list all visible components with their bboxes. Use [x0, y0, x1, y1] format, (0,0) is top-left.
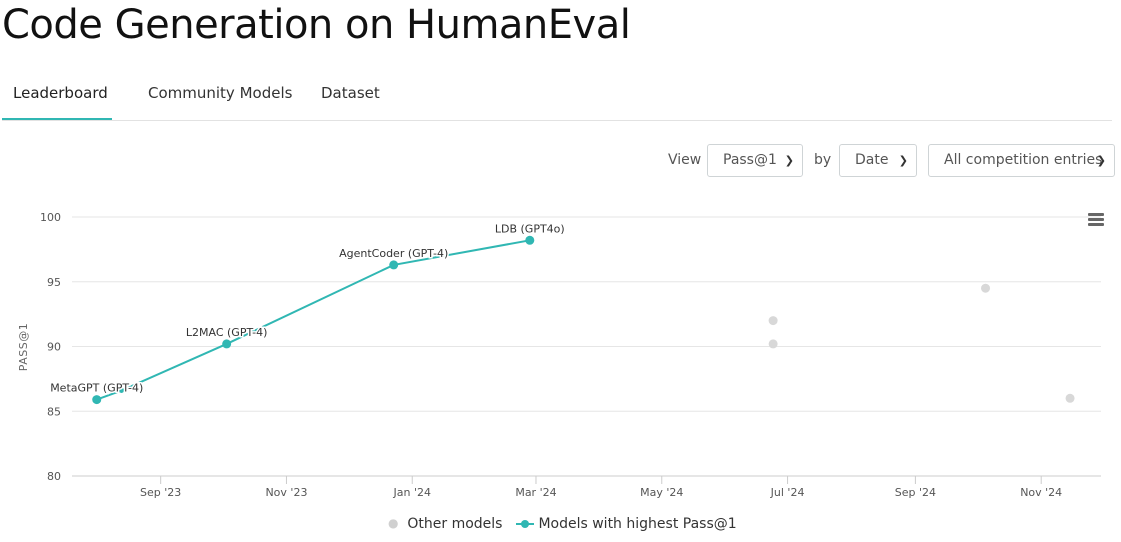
active-tab-indicator — [2, 118, 112, 120]
sort-select[interactable]: Date ❯ — [839, 144, 917, 177]
legend-label: Models with highest Pass@1 — [538, 516, 737, 532]
entries-filter-select[interactable]: All competition entries ❯ — [928, 144, 1115, 177]
x-tick-label: Nov '23 — [265, 486, 307, 499]
data-labels: MetaGPT (GPT-4) L2MAC (GPT-4) AgentCoder (… — [49, 221, 567, 396]
data-point — [118, 388, 124, 394]
x-axis-ticks: Sep '23 Nov '23 Jan '24 Mar '24 May '24 Jul '… — [140, 476, 1062, 499]
tab-dataset[interactable]: Dataset — [321, 84, 380, 102]
y-tick-label: 85 — [47, 405, 61, 418]
tab-community-models[interactable]: Community Models — [148, 84, 293, 102]
tab-leaderboard[interactable]: Leaderboard — [13, 84, 108, 102]
data-point — [525, 235, 535, 245]
chart-menu-icon[interactable] — [1088, 213, 1104, 227]
sort-select-value: Date — [855, 152, 889, 168]
circle-icon: ● — [388, 516, 399, 530]
data-point — [768, 339, 778, 349]
legend-item-other-models[interactable]: ● Other models — [388, 516, 502, 532]
data-point — [222, 339, 232, 349]
chart-gridlines — [72, 216, 1101, 477]
y-tick-label: 80 — [47, 470, 61, 483]
view-label: View — [668, 152, 702, 168]
data-point — [768, 316, 778, 326]
series-line-path — [96, 239, 530, 401]
tab-bar: Leaderboard Community Models Dataset — [2, 60, 1112, 121]
data-label: L2MAC (GPT-4) — [186, 326, 268, 339]
chevron-down-icon: ❯ — [1096, 154, 1106, 167]
chevron-down-icon: ❯ — [898, 154, 908, 167]
x-tick-label: Sep '23 — [140, 486, 181, 499]
chevron-down-icon: ❯ — [784, 154, 794, 167]
legend-item-highest-pass[interactable]: Models with highest Pass@1 — [516, 516, 737, 532]
y-tick-label: 90 — [47, 341, 61, 354]
data-label: LDB (GPT4o) — [495, 222, 565, 235]
y-tick-label: 100 — [40, 211, 61, 224]
entries-filter-value: All competition entries — [944, 152, 1103, 168]
line-marker-icon — [516, 520, 534, 528]
page-title: Code Generation on HumanEval — [2, 2, 631, 48]
by-label: by — [814, 152, 832, 168]
y-tick-label: 95 — [47, 276, 61, 289]
metric-select[interactable]: Pass@1 ❯ — [707, 144, 803, 177]
series-highest-pass-line — [92, 235, 535, 405]
data-point — [389, 260, 399, 270]
data-label: MetaGPT (GPT-4) — [50, 382, 143, 395]
data-point — [981, 283, 991, 293]
series-other-models — [768, 283, 1075, 403]
data-label: AgentCoder (GPT-4) — [339, 247, 448, 260]
x-tick-label: Jul '24 — [770, 486, 805, 499]
y-axis-title: PASS@1 — [17, 323, 30, 371]
y-axis-ticks: 80 85 90 95 100 — [40, 211, 61, 483]
x-tick-label: May '24 — [640, 486, 683, 499]
data-point — [1065, 393, 1075, 403]
x-tick-label: Mar '24 — [515, 486, 556, 499]
legend-label: Other models — [407, 516, 503, 532]
pass-at-1-chart: 80 85 90 95 100 Sep '23 Nov '23 Jan '24 Mar '24… — [17, 211, 1101, 499]
x-tick-label: Sep '24 — [895, 486, 936, 499]
x-tick-label: Jan '24 — [393, 486, 431, 499]
x-tick-label: Nov '24 — [1020, 486, 1062, 499]
data-point — [92, 395, 102, 405]
metric-select-value: Pass@1 — [723, 152, 777, 168]
